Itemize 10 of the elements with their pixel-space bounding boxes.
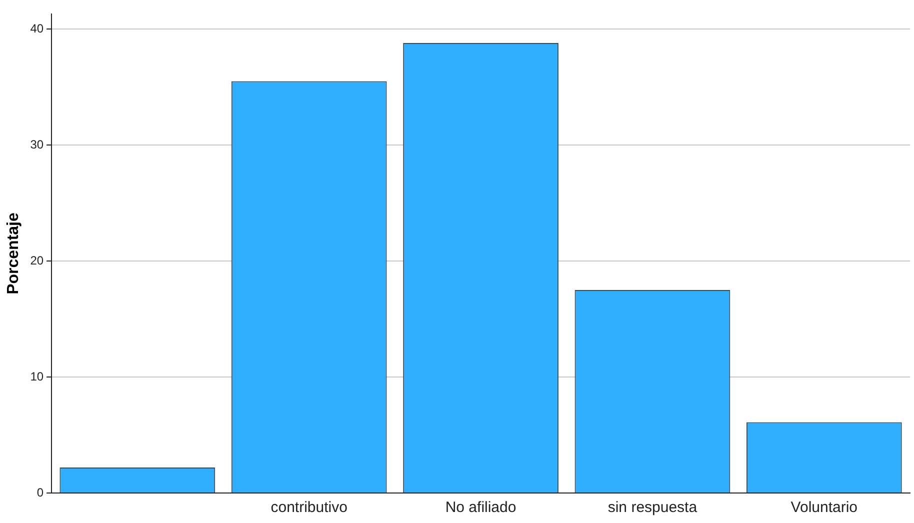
- y-tick-label: 30: [30, 137, 44, 152]
- x-tick-label: Voluntario: [790, 499, 858, 516]
- x-tick-label: No afiliado: [445, 499, 516, 516]
- y-axis-title: Porcentaje: [5, 212, 22, 294]
- x-tick-label: contributivo: [270, 499, 348, 516]
- y-tick-label: 40: [30, 21, 44, 36]
- y-tick-label: 10: [30, 369, 44, 384]
- y-tick-label: 0: [36, 485, 44, 500]
- y-tick-label: 20: [30, 253, 44, 268]
- x-tick-label: sin respuesta: [608, 499, 698, 516]
